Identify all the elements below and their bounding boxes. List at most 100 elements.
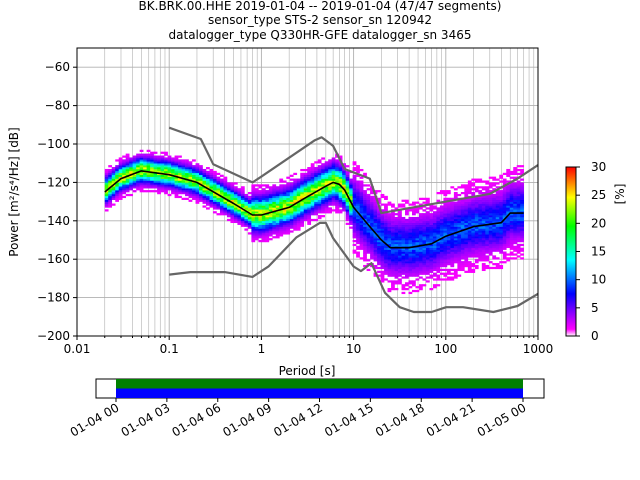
- histogram-cell: [478, 216, 483, 220]
- histogram-cell: [359, 228, 364, 231]
- histogram-cell: [338, 190, 343, 193]
- histogram-cell: [237, 222, 242, 225]
- histogram-cell: [178, 190, 182, 193]
- histogram-cell: [202, 190, 207, 193]
- histogram-cell: [115, 167, 120, 170]
- histogram-cell: [153, 167, 158, 170]
- histogram-cell: [422, 266, 427, 270]
- histogram-cell: [481, 259, 486, 262]
- histogram-cell: [443, 224, 448, 227]
- histogram-cell: [398, 257, 402, 260]
- histogram-cell: [167, 172, 172, 176]
- histogram-cell: [310, 165, 315, 168]
- histogram-cell: [324, 170, 329, 174]
- histogram-cell: [429, 205, 434, 208]
- histogram-cell: [495, 238, 500, 241]
- histogram-cell: [422, 272, 427, 275]
- histogram-cell: [324, 201, 329, 204]
- histogram-cell: [370, 209, 374, 212]
- histogram-cell: [279, 234, 284, 237]
- histogram-cell: [192, 170, 196, 174]
- histogram-cell: [150, 151, 154, 154]
- histogram-cell: [265, 236, 270, 239]
- histogram-cell: [178, 178, 182, 181]
- histogram-cell: [380, 222, 385, 225]
- histogram-cell: [513, 195, 518, 199]
- histogram-cell: [460, 207, 465, 210]
- histogram-cell: [230, 211, 235, 214]
- histogram-cell: [300, 224, 305, 227]
- histogram-cell: [370, 211, 374, 214]
- histogram-cell: [460, 224, 465, 227]
- histogram-cell: [261, 220, 266, 224]
- histogram-cell: [436, 236, 441, 239]
- histogram-cell: [178, 188, 182, 191]
- timeline-tick-label: 01-04 06: [170, 400, 224, 439]
- histogram-cell: [478, 243, 483, 247]
- histogram-cell: [478, 249, 483, 252]
- histogram-cell: [108, 197, 113, 200]
- histogram-cell: [303, 178, 308, 181]
- histogram-cell: [474, 211, 479, 214]
- histogram-cell: [516, 203, 521, 206]
- histogram-cell: [104, 197, 109, 200]
- histogram-cell: [457, 211, 462, 214]
- histogram-cell: [509, 182, 514, 185]
- histogram-cell: [307, 199, 312, 202]
- histogram-cell: [240, 190, 245, 193]
- histogram-cell: [373, 190, 378, 193]
- histogram-cell: [153, 161, 158, 164]
- histogram-cell: [125, 170, 130, 174]
- histogram-cell: [520, 257, 525, 260]
- histogram-cell: [405, 284, 409, 287]
- histogram-cell: [192, 174, 196, 177]
- histogram-cell: [495, 220, 500, 224]
- histogram-cell: [286, 197, 291, 200]
- histogram-cell: [380, 218, 385, 222]
- histogram-cell: [398, 261, 402, 264]
- histogram-cell: [108, 180, 113, 183]
- histogram-cell: [352, 174, 357, 177]
- histogram-cell: [485, 186, 490, 189]
- histogram-cell: [453, 234, 458, 237]
- histogram-cell: [502, 213, 507, 216]
- histogram-cell: [345, 222, 350, 225]
- histogram-cell: [516, 199, 521, 202]
- histogram-cell: [296, 211, 301, 214]
- histogram-cell: [405, 245, 409, 248]
- histogram-cell: [439, 261, 444, 264]
- histogram-cell: [303, 215, 308, 218]
- histogram-cell: [275, 226, 280, 229]
- histogram-cell: [279, 215, 284, 218]
- histogram-cell: [192, 184, 196, 187]
- histogram-cell: [429, 257, 434, 260]
- histogram-cell: [509, 203, 514, 206]
- histogram-cell: [338, 167, 343, 170]
- histogram-cell: [247, 224, 252, 227]
- histogram-cell: [202, 195, 207, 199]
- histogram-cell: [139, 182, 144, 185]
- histogram-cell: [373, 222, 378, 225]
- histogram-cell: [391, 255, 395, 258]
- histogram-cell: [171, 178, 175, 181]
- histogram-cell: [370, 190, 374, 193]
- histogram-cell: [223, 186, 228, 189]
- histogram-cell: [125, 180, 130, 183]
- histogram-cell: [377, 209, 381, 212]
- histogram-cell: [247, 222, 252, 225]
- histogram-cell: [513, 186, 518, 189]
- histogram-cell: [436, 268, 441, 272]
- histogram-cell: [192, 176, 196, 179]
- histogram-cell: [230, 195, 235, 199]
- histogram-cell: [139, 174, 144, 177]
- histogram-cell: [481, 216, 486, 220]
- histogram-cell: [380, 203, 385, 206]
- histogram-cell: [492, 263, 497, 266]
- histogram-cell: [310, 205, 315, 208]
- histogram-cell: [240, 205, 245, 208]
- x-tick-label: 0.1: [160, 342, 179, 356]
- histogram-cell: [359, 234, 364, 237]
- histogram-cell: [391, 263, 395, 266]
- histogram-cell: [181, 190, 186, 193]
- histogram-cell: [373, 238, 378, 241]
